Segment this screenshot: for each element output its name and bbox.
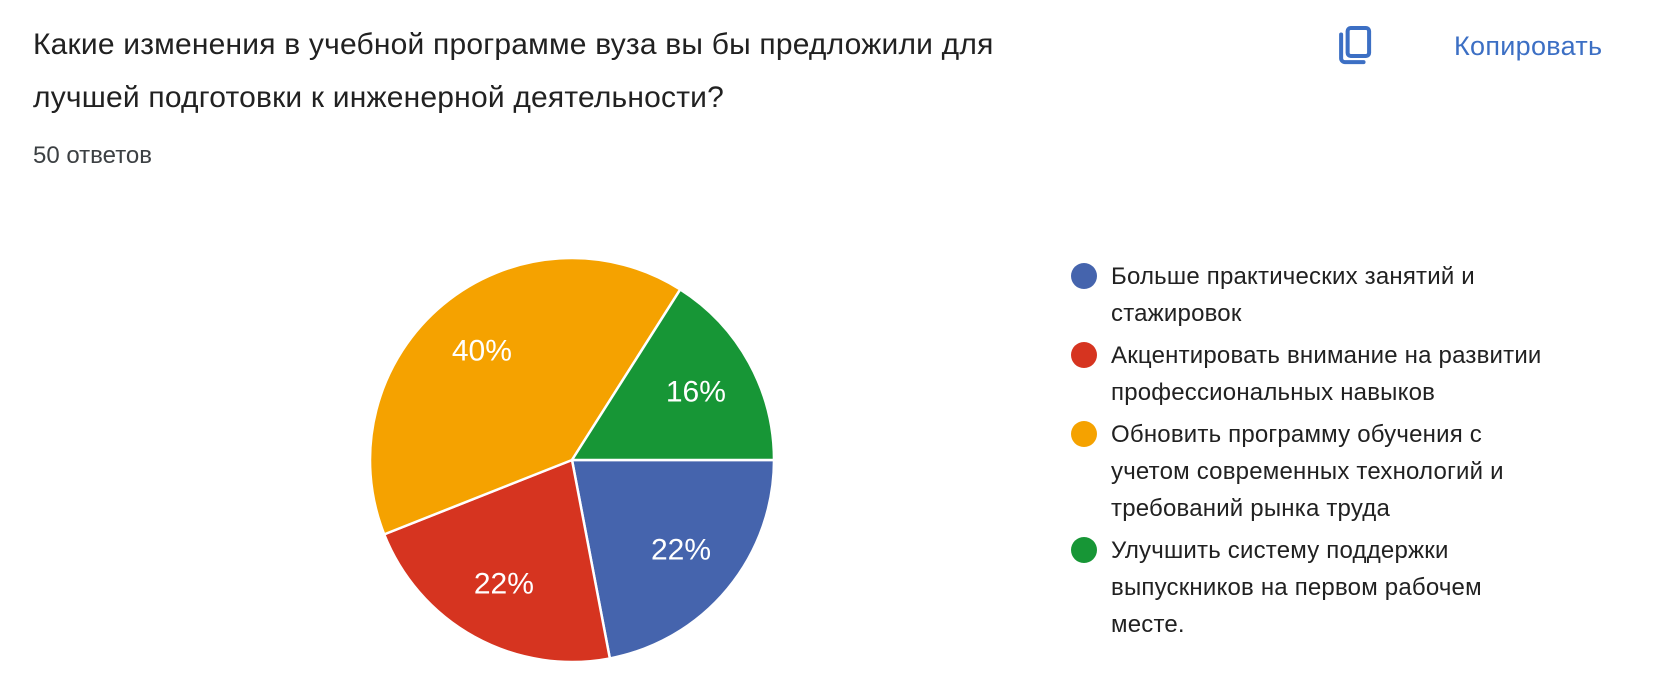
legend-label: Больше практических занятий и стажировок [1111, 263, 1475, 327]
pie-slice-4 [570, 288, 776, 462]
legend-item-1: Больше практических занятий и стажировок [1071, 258, 1601, 332]
legend-item-2: Акцентировать внимание на развитии профе… [1071, 337, 1601, 411]
copy-icon [1330, 23, 1376, 69]
copy-button[interactable]: Копировать [1330, 20, 1602, 72]
legend-label: Улучшить систему поддержки выпускников н… [1111, 537, 1482, 638]
legend-dot [1071, 421, 1097, 447]
chart-legend: Больше практических занятий и стажировок… [1071, 258, 1601, 648]
pie-slice-percent-label: 22% [651, 534, 711, 567]
pie-slice-percent-label: 22% [474, 567, 534, 600]
copy-button-label: Копировать [1454, 30, 1603, 61]
legend-item-3: Обновить программу обучения с учетом сов… [1071, 416, 1601, 527]
legend-label: Обновить программу обучения с учетом сов… [1111, 421, 1504, 522]
legend-dot [1071, 263, 1097, 289]
pie-chart: 22% 22% 40% 16% [368, 256, 776, 664]
pie-slice-2 [382, 458, 612, 664]
legend-label: Акцентировать внимание на развитии профе… [1111, 342, 1542, 406]
pie-slice-percent-label: 40% [452, 335, 512, 368]
question-title: Какие изменения в учебной программе вуза… [33, 28, 994, 114]
pie-slice-percent-label: 16% [666, 375, 726, 408]
legend-dot [1071, 342, 1097, 368]
legend-item-4: Улучшить систему поддержки выпускников н… [1071, 532, 1601, 643]
responses-count: 50 ответов [33, 142, 153, 169]
pie-slice-1 [570, 458, 776, 660]
legend-dot [1071, 537, 1097, 563]
pie-slice-3 [368, 256, 682, 536]
